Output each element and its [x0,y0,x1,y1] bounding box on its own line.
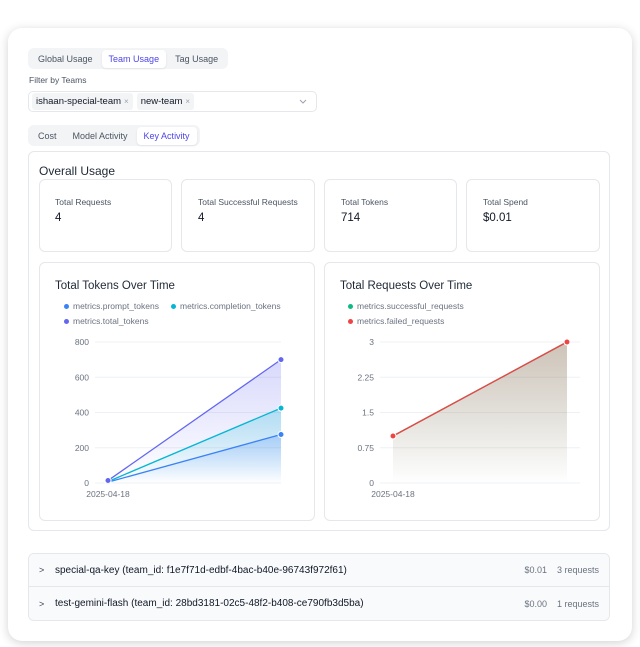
legend-item[interactable]: metrics.successful_requests [348,301,464,311]
chevron-down-icon [299,99,307,104]
series-line [392,341,568,437]
y-tick-label: 0 [84,478,89,488]
y-tick-label: 0.75 [357,443,374,453]
stat-value: 4 [55,212,62,224]
chevron-right-icon: > [39,565,45,575]
requests-chart: 0 0.75 1.5 2.25 3 2025-04-18 [357,337,580,499]
y-tick-label: 600 [75,372,89,382]
stat-value: 714 [341,212,361,224]
activity-tabs: Cost Model Activity Key Activity [28,125,200,146]
data-point [389,432,397,440]
y-tick-label: 2.25 [357,372,374,382]
team-chip: ishaan-special-team × [32,93,133,110]
series-line [107,359,282,482]
filter-label: Filter by Teams [29,75,87,85]
key-row[interactable]: > test-gemini-flash (team_id: 28bd3181-0… [29,587,609,620]
stat-value: $0.01 [483,212,512,224]
legend-dot-icon [348,318,353,324]
legend-label: metrics.completion_tokens [180,301,281,311]
key-list: > special-qa-key (team_id: f1e7f71d-edbf… [28,553,610,621]
data-point [104,477,112,485]
series-line [107,407,282,483]
stat-label: Total Successful Requests [198,197,298,207]
y-tick-label: 1.5 [362,408,374,418]
legend-label: metrics.failed_requests [357,316,445,326]
stat-card-total-tokens: Total Tokens 714 [324,179,457,252]
usage-tabs: Global Usage Team Usage Tag Usage [28,48,229,69]
remove-icon[interactable]: × [185,97,191,106]
key-cost: $0.00 [524,598,547,609]
x-tick-label: 2025-04-18 [371,489,415,499]
tab-cost[interactable]: Cost [38,130,57,141]
x-tick-label: 2025-04-18 [86,489,130,499]
tab-global-usage[interactable]: Global Usage [38,53,93,64]
tab-key-activity[interactable]: Key Activity [136,126,197,145]
data-point [277,431,285,439]
tab-team-usage[interactable]: Team Usage [101,49,167,68]
key-requests: 3 requests [556,565,599,575]
stat-label: Total Requests [55,197,112,207]
chart-title: Total Tokens Over Time [55,280,175,292]
stat-label: Total Tokens [341,197,389,207]
legend-dot-icon [348,303,353,309]
chip-label: new-team [140,96,183,107]
key-row[interactable]: > special-qa-key (team_id: f1e7f71d-edbf… [29,554,609,587]
data-point [563,338,571,346]
legend-label: metrics.total_tokens [73,316,149,326]
legend-dot-icon [64,318,69,324]
legend-item[interactable]: metrics.total_tokens [64,316,149,326]
key-cost: $0.01 [524,565,547,575]
overall-usage-title: Overall Usage [39,164,116,178]
stat-card-total-requests: Total Requests 4 [39,179,172,252]
stat-card-successful-requests: Total Successful Requests 4 [181,179,315,252]
team-filter-select[interactable]: ishaan-special-team × new-team × [28,91,317,112]
series-area [393,342,567,483]
legend-item[interactable]: metrics.completion_tokens [171,301,281,311]
key-requests: 1 requests [556,598,599,609]
legend-label: metrics.successful_requests [357,301,464,311]
y-tick-label: 3 [369,337,374,347]
remove-icon[interactable]: × [124,97,129,106]
y-tick-label: 200 [75,443,89,453]
chip-label: ishaan-special-team [36,96,122,107]
data-point [277,404,285,412]
stat-card-total-spend: Total Spend $0.01 [466,179,600,252]
chevron-right-icon: > [39,598,45,609]
series-line [107,433,282,483]
y-tick-label: 0 [369,478,374,488]
data-point [277,356,285,364]
y-tick-label: 400 [75,408,89,418]
tab-model-activity[interactable]: Model Activity [72,130,128,141]
team-chip: new-team × [136,93,195,110]
stat-value: 4 [198,212,205,224]
tab-tag-usage[interactable]: Tag Usage [175,53,219,64]
y-tick-label: 800 [75,337,89,347]
chart-title: Total Requests Over Time [340,280,473,292]
key-name: test-gemini-flash (team_id: 28bd3181-02c… [55,598,364,609]
tokens-chart: 0 200 400 600 800 2025-04-18 [75,337,285,499]
legend-label: metrics.prompt_tokens [73,301,159,311]
legend-item[interactable]: metrics.failed_requests [348,316,444,326]
legend-dot-icon [171,303,176,309]
legend-dot-icon [64,303,69,309]
stat-label: Total Spend [483,197,528,207]
key-name: special-qa-key (team_id: f1e7f71d-edbf-4… [55,564,347,576]
legend-item[interactable]: metrics.prompt_tokens [64,301,159,311]
